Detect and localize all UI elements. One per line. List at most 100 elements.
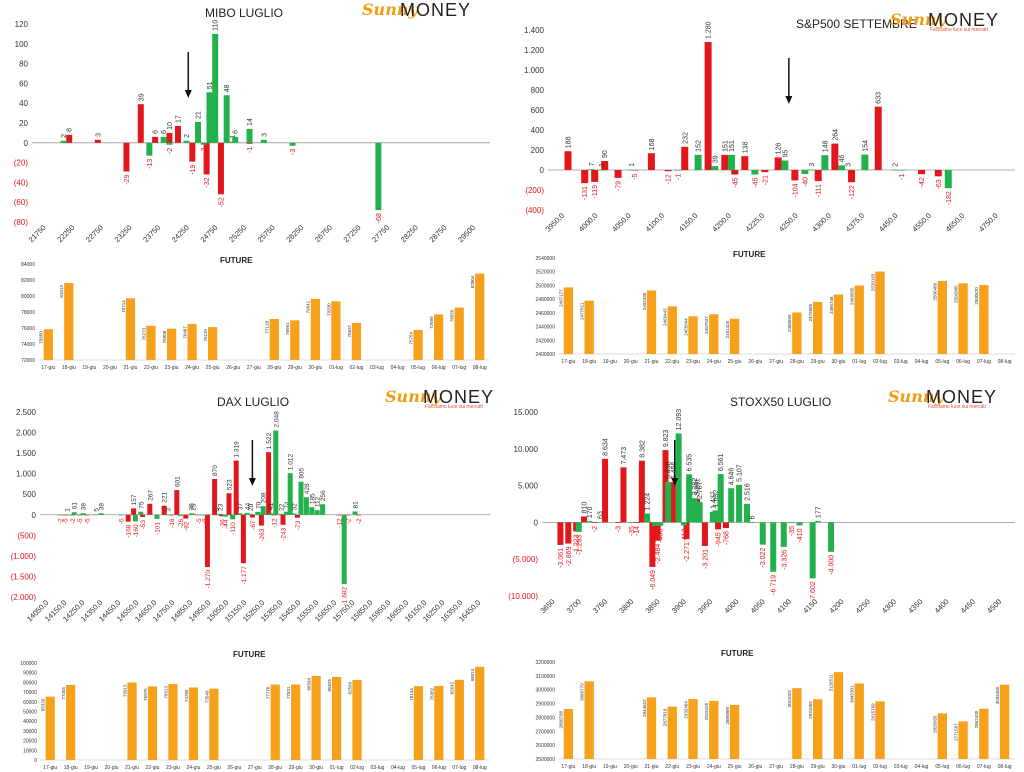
future-bar bbox=[66, 684, 76, 760]
data-label: -5 bbox=[77, 518, 84, 524]
y-tick-label: 100 bbox=[15, 40, 29, 49]
call-bar bbox=[125, 514, 131, 522]
put-bar bbox=[278, 513, 284, 515]
data-label: 74 bbox=[284, 501, 291, 509]
data-label: 70 bbox=[255, 501, 262, 509]
future-bar bbox=[413, 329, 423, 360]
put-bar bbox=[154, 514, 160, 519]
future-x-tick-label: 18-giu bbox=[62, 365, 76, 371]
data-label: 39 bbox=[712, 155, 719, 163]
future-bar-chart: 2500000 2600000 2700000 2800000 2900000 30000… bbox=[536, 660, 1015, 770]
put-bar bbox=[201, 514, 207, 516]
data-label: 38 bbox=[81, 503, 88, 511]
put-bar bbox=[200, 142, 207, 145]
future-data-label: 3126511 bbox=[829, 674, 834, 692]
future-data-label: 2520183 bbox=[870, 273, 875, 291]
data-label: 2 bbox=[892, 163, 899, 167]
put-bar bbox=[291, 513, 297, 515]
data-label: -492 bbox=[652, 529, 659, 543]
future-bar bbox=[688, 316, 698, 354]
future-y-tick-label: 20000 bbox=[23, 739, 37, 745]
future-bar bbox=[331, 301, 341, 360]
y-tick-label: 0 bbox=[540, 166, 545, 175]
data-label: -35 bbox=[789, 526, 796, 536]
data-label: 168 bbox=[649, 138, 656, 150]
future-bar-chart: 2400000 2420000 2440000 2460000 2480000 25000… bbox=[536, 256, 1015, 365]
put-bar bbox=[222, 514, 228, 517]
future-x-tick-label: 25-giu bbox=[207, 765, 221, 771]
future-x-tick-label: 22-giu bbox=[146, 765, 160, 771]
call-bar bbox=[565, 522, 572, 544]
future-data-label: 79714 bbox=[121, 300, 126, 313]
data-label: -2.484 bbox=[655, 544, 662, 564]
future-data-label: 96074 bbox=[470, 668, 475, 681]
x-tick-label: 3750 bbox=[591, 597, 609, 615]
future-x-tick-label: 02-lug bbox=[350, 765, 364, 771]
data-label: -101 bbox=[155, 522, 162, 535]
future-data-label: 86594 bbox=[307, 678, 312, 691]
arrow-head-icon bbox=[785, 96, 793, 104]
future-x-tick-label: 05-lug bbox=[935, 359, 949, 365]
y-tick-label: 5.000 bbox=[518, 482, 539, 491]
call-bar bbox=[774, 157, 782, 170]
data-label: 2.767 bbox=[697, 481, 704, 499]
future-x-tick-label: 08-lug bbox=[473, 765, 487, 771]
future-bar bbox=[667, 706, 677, 759]
x-tick-label: 24250 bbox=[170, 223, 191, 244]
put-bar bbox=[284, 511, 290, 515]
future-y-tick-label: 2400000 bbox=[536, 352, 556, 358]
x-tick-label: 4550,0 bbox=[910, 211, 933, 234]
y-tick-label: 800 bbox=[531, 86, 545, 95]
future-x-tick-label: 21-giu bbox=[645, 359, 659, 365]
future-bar bbox=[208, 327, 218, 360]
call-bar bbox=[581, 170, 589, 184]
x-tick-label: 4000 bbox=[722, 597, 740, 615]
future-data-label: 78313 bbox=[163, 686, 168, 699]
x-tick-label: 4050 bbox=[749, 597, 767, 615]
future-y-tick-label: 0 bbox=[34, 758, 37, 764]
put-bar bbox=[898, 170, 906, 171]
call-bar bbox=[701, 522, 708, 546]
future-bar bbox=[854, 285, 864, 354]
future-x-tick-label: 19-giu bbox=[84, 765, 98, 771]
put-bar bbox=[195, 514, 201, 516]
data-label: 151 bbox=[729, 140, 736, 152]
future-x-tick-label: 02-lug bbox=[873, 359, 887, 365]
future-bar-chart: 0 10000 20000 30000 40000 50000 60000 70000 8000… bbox=[20, 661, 490, 771]
y-tick-label: 2.000 bbox=[16, 429, 37, 438]
data-label: 3 bbox=[809, 163, 816, 167]
data-label: 221 bbox=[162, 491, 169, 502]
future-bar bbox=[43, 329, 53, 360]
future-x-tick-label: 25-giu bbox=[728, 764, 742, 770]
put-bar bbox=[217, 513, 223, 515]
put-bar bbox=[644, 513, 651, 523]
data-label: -168 bbox=[126, 524, 133, 537]
sunny-money-logo: Sunny MONEY Facciamo luce sui mercati bbox=[890, 10, 1000, 33]
panel-stoxx: STOXX50 LUGLIO Sunny MONEY Facciamo luce … bbox=[500, 385, 1024, 772]
future-y-tick-label: 72000 bbox=[21, 358, 35, 364]
future-x-tick-label: 18-giu bbox=[64, 765, 78, 771]
future-y-tick-label: 84000 bbox=[21, 262, 35, 268]
call-bar bbox=[874, 106, 882, 170]
data-label: 20 bbox=[248, 503, 255, 511]
y-tick-label: (1.500) bbox=[11, 572, 37, 581]
put-bar bbox=[587, 169, 595, 170]
put-bar bbox=[146, 142, 153, 156]
put-bar bbox=[891, 169, 899, 171]
data-label: 3.282 bbox=[692, 478, 699, 496]
future-bar bbox=[127, 682, 137, 760]
future-title: FUTURE bbox=[233, 650, 266, 659]
data-label: 264 bbox=[832, 129, 839, 141]
future-bar bbox=[454, 679, 464, 760]
call-bar bbox=[166, 132, 173, 143]
future-bar bbox=[351, 322, 362, 360]
data-label: -2 bbox=[345, 518, 352, 524]
future-bar bbox=[209, 688, 219, 760]
x-tick-label: 4100 bbox=[775, 597, 793, 615]
data-label: -3.022 bbox=[760, 548, 767, 568]
options-bar-chart: (2.000) (1.500) (1.000) (500) 0 500 1.000 1.500… bbox=[11, 408, 490, 624]
future-x-tick-label: 26-giu bbox=[748, 764, 762, 770]
x-tick-label: 21750 bbox=[27, 223, 48, 244]
future-x-tick-label: 17-giu bbox=[561, 359, 575, 365]
future-x-tick-label: 25-giu bbox=[728, 359, 742, 365]
